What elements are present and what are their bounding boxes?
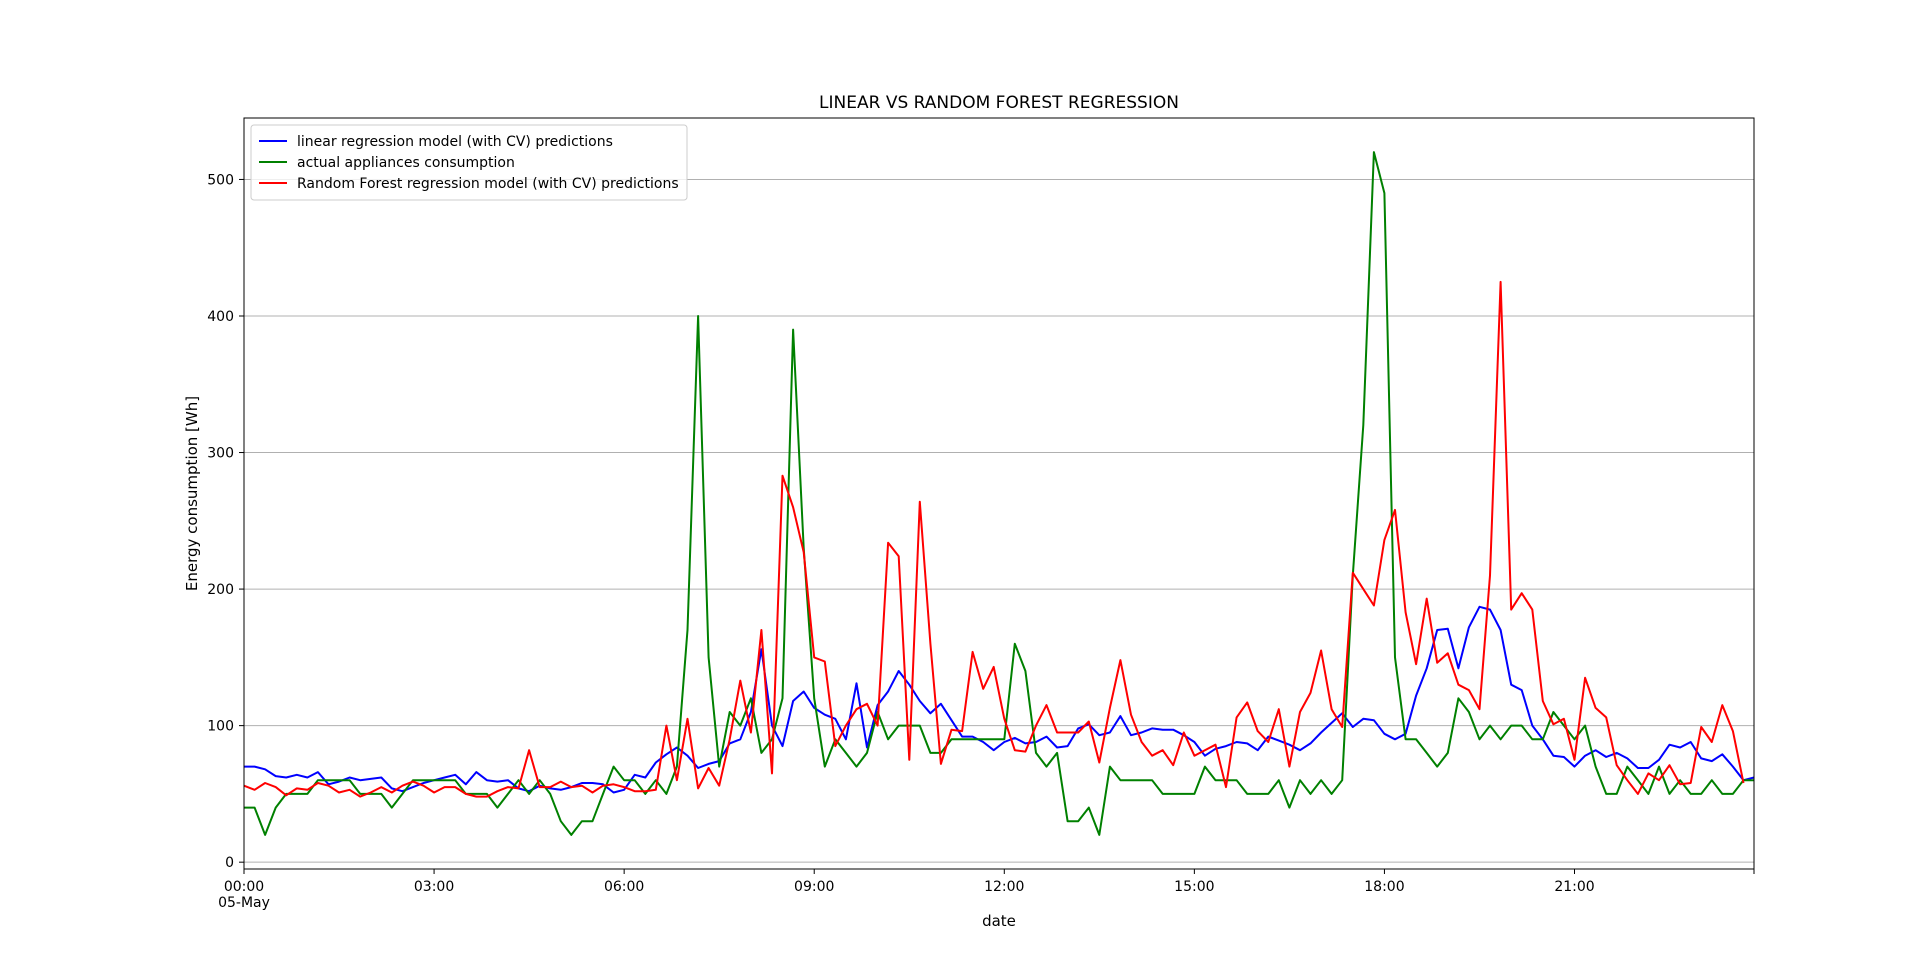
y-axis-label: Energy consumption [Wh] bbox=[183, 396, 201, 591]
x-tick-label-0: 00:00 bbox=[224, 879, 264, 895]
y-tick-label-300: 300 bbox=[207, 446, 234, 462]
x-tick-label-7: 21:00 bbox=[1554, 879, 1594, 895]
x-axis-label: date bbox=[982, 912, 1016, 930]
series-layer bbox=[243, 151, 1755, 836]
x-tick-label-6: 18:00 bbox=[1364, 879, 1404, 895]
legend-label-1: actual appliances consumption bbox=[297, 155, 515, 171]
series-line-0 bbox=[244, 605, 1755, 794]
legend: linear regression model (with CV) predic… bbox=[250, 124, 688, 201]
y-tick-label-400: 400 bbox=[207, 309, 234, 325]
legend-label-0: linear regression model (with CV) predic… bbox=[297, 134, 613, 150]
y-gridlines bbox=[244, 178, 1754, 863]
y-tick-label-0: 0 bbox=[225, 855, 234, 871]
y-tick-label-200: 200 bbox=[207, 582, 234, 598]
series-line-2 bbox=[243, 280, 1745, 798]
series-line-1 bbox=[244, 151, 1754, 836]
legend-label-2: Random Forest regression model (with CV)… bbox=[297, 176, 679, 192]
y-tick-label-500: 500 bbox=[207, 172, 234, 188]
x-tick-label-2: 06:00 bbox=[604, 879, 644, 895]
legend-box bbox=[250, 124, 688, 201]
x-tick-label-1: 03:00 bbox=[414, 879, 454, 895]
y-axis: 0 100 200 300 400 500 bbox=[207, 172, 244, 871]
x-tick-label-3: 09:00 bbox=[794, 879, 834, 895]
x-tick-sublabel-0: 05-May bbox=[218, 895, 270, 911]
x-tick-label-4: 12:00 bbox=[984, 879, 1024, 895]
chart-title: LINEAR VS RANDOM FOREST REGRESSION bbox=[819, 93, 1179, 113]
plot-area-frame bbox=[243, 117, 1755, 870]
y-tick-label-100: 100 bbox=[207, 719, 234, 735]
x-tick-label-5: 15:00 bbox=[1174, 879, 1214, 895]
